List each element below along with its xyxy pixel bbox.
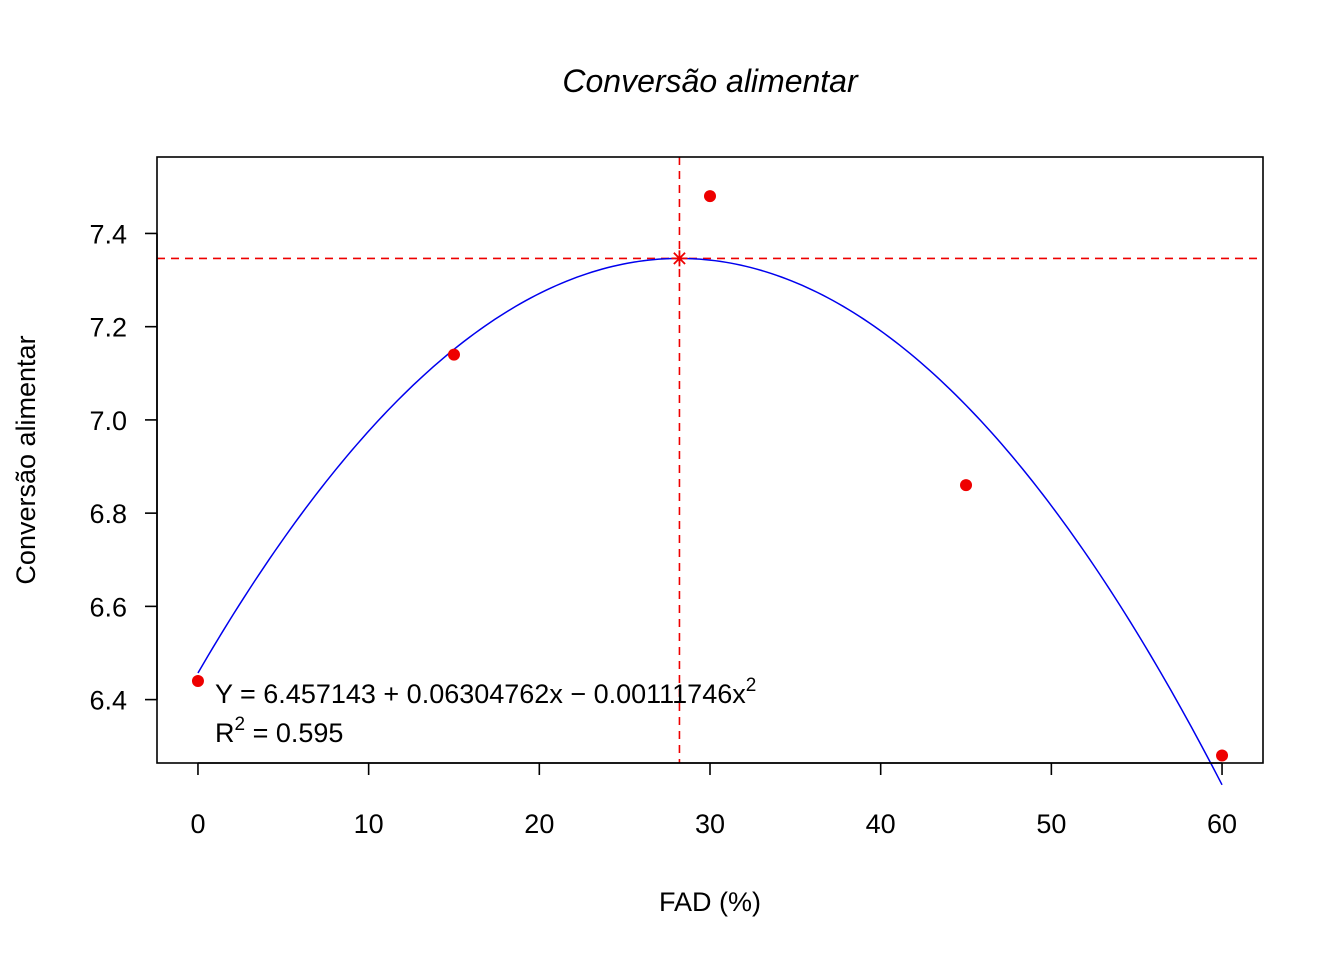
data-point (960, 479, 973, 492)
x-axis-title: FAD (%) (659, 887, 761, 917)
y-tick-label: 7.4 (89, 219, 127, 249)
reference-lines (157, 157, 1263, 763)
equation-exponent: 2 (746, 675, 757, 696)
r2-annotation: R2 = 0.595 (215, 714, 343, 748)
equation-text: Y = 6.457143 + 0.06304762x − 0.00111746x (215, 679, 746, 709)
y-axis-title: Conversão alimentar (11, 335, 41, 584)
r2-label: R (215, 718, 235, 748)
data-point (1216, 749, 1229, 762)
maximum-marker (671, 250, 688, 267)
x-tick-label: 60 (1207, 809, 1237, 839)
y-tick-label: 6.8 (89, 499, 127, 529)
x-axis: 0 10 20 30 40 50 60 (190, 762, 1237, 839)
data-points (191, 190, 1229, 762)
x-tick-label: 10 (354, 809, 384, 839)
y-axis: 6.4 6.6 6.8 7.0 7.2 7.4 (89, 219, 158, 716)
x-tick-label: 30 (695, 809, 725, 839)
data-point (704, 190, 716, 203)
y-tick-label: 6.4 (89, 686, 127, 716)
r2-exponent: 2 (235, 714, 246, 735)
fitted-curve (197, 257, 1223, 786)
x-tick-label: 50 (1036, 809, 1066, 839)
r2-value: = 0.595 (245, 718, 343, 748)
chart-title: Conversão alimentar (562, 63, 859, 99)
equation-annotation: Y = 6.457143 + 0.06304762x − 0.00111746x… (215, 675, 756, 709)
y-tick-label: 7.2 (89, 313, 127, 343)
x-tick-label: 20 (524, 809, 554, 839)
data-point (447, 348, 460, 361)
y-tick-label: 7.0 (89, 406, 127, 436)
data-point (191, 674, 204, 687)
plot-frame (156, 156, 1264, 764)
x-tick-label: 0 (190, 809, 205, 839)
y-tick-label: 6.6 (89, 592, 127, 622)
x-tick-label: 40 (866, 809, 896, 839)
